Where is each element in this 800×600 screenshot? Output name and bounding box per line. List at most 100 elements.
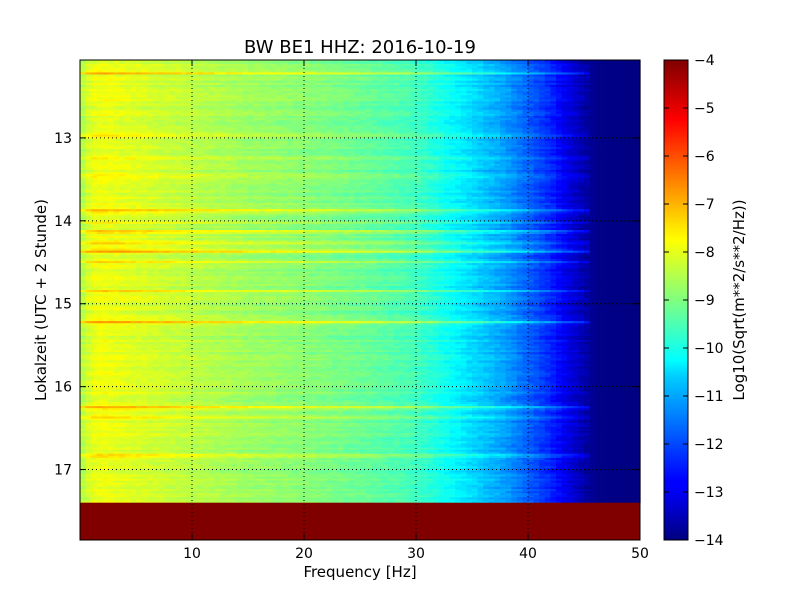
heatmap-cell: [264, 78, 271, 82]
heatmap-cell: [606, 84, 613, 88]
heatmap-cell: [488, 84, 495, 88]
heatmap-cell: [175, 62, 182, 65]
heatmap-cell: [164, 80, 171, 84]
heatmap-cell: [572, 91, 579, 94]
heatmap-cell: [343, 60, 350, 63]
heatmap-cell: [326, 93, 333, 96]
heatmap-cell: [460, 99, 467, 103]
heatmap-cell: [208, 62, 215, 65]
heatmap-cell: [365, 95, 372, 98]
heatmap-cell: [612, 84, 619, 88]
heatmap-cell: [477, 95, 484, 98]
heatmap-cell: [410, 64, 417, 67]
heatmap-cell: [186, 68, 193, 71]
heatmap-cell: [304, 78, 311, 82]
heatmap-cell: [175, 74, 182, 78]
heatmap-cell: [164, 95, 171, 98]
heatmap-cell: [500, 95, 507, 98]
heatmap-cell: [438, 86, 445, 90]
heatmap-cell: [500, 66, 507, 69]
heatmap-cell: [477, 64, 484, 67]
heatmap-cell: [522, 80, 529, 84]
heatmap-cell: [203, 95, 210, 98]
heatmap-cell: [214, 78, 221, 82]
heatmap-cell: [539, 66, 546, 69]
heatmap-cell: [124, 91, 131, 94]
heatmap-cell: [119, 80, 126, 84]
heatmap-cell: [276, 97, 283, 100]
heatmap-cell: [606, 95, 613, 98]
heatmap-cell: [348, 64, 355, 67]
heatmap-cell: [298, 91, 305, 94]
heatmap-cell: [136, 66, 143, 69]
heatmap-cell: [533, 89, 540, 92]
heatmap-cell: [130, 82, 137, 86]
heatmap-cell: [259, 76, 266, 80]
heatmap-cell: [472, 68, 479, 71]
heatmap-cell: [466, 66, 473, 69]
heatmap-cell: [556, 95, 563, 98]
heatmap-cell: [304, 76, 311, 80]
heatmap-cell: [259, 78, 266, 82]
heatmap-cell: [197, 91, 204, 94]
heatmap-cell: [124, 74, 131, 78]
heatmap-cell: [169, 99, 176, 103]
heatmap-cell: [214, 66, 221, 69]
heatmap-cell: [136, 84, 143, 88]
heatmap-cell: [108, 64, 115, 67]
heatmap-cell: [348, 74, 355, 78]
heatmap-cell: [315, 64, 322, 67]
heatmap-cell: [130, 95, 137, 98]
heatmap-cell: [259, 74, 266, 78]
heatmap-cell: [236, 84, 243, 88]
heatmap-cell: [298, 62, 305, 65]
heatmap-cell: [617, 82, 624, 86]
heatmap-cell: [606, 76, 613, 80]
heatmap-cell: [136, 97, 143, 100]
heatmap-cell: [455, 68, 462, 71]
heatmap-cell: [606, 93, 613, 96]
heatmap-cell: [119, 62, 126, 65]
heatmap-cell: [421, 64, 428, 67]
heatmap-cell: [438, 70, 445, 74]
heatmap-cell: [628, 66, 635, 69]
heatmap-cell: [231, 91, 238, 94]
heatmap-cell: [561, 60, 568, 63]
heatmap-cell: [550, 66, 557, 69]
heatmap-cell: [320, 97, 327, 100]
heatmap-cell: [332, 89, 339, 92]
heatmap-cell: [315, 62, 322, 65]
heatmap-cell: [522, 86, 529, 90]
heatmap-cell: [315, 84, 322, 88]
heatmap-cell: [589, 95, 596, 98]
heatmap-cell: [544, 78, 551, 82]
heatmap-cell: [80, 80, 87, 84]
heatmap-cell: [584, 82, 591, 86]
heatmap-cell: [399, 60, 406, 63]
heatmap-cell: [348, 82, 355, 86]
heatmap-cell: [147, 99, 154, 103]
heatmap-cell: [326, 84, 333, 88]
heatmap-cell: [572, 66, 579, 69]
heatmap-cell: [108, 86, 115, 90]
heatmap-cell: [416, 76, 423, 80]
heatmap-cell: [337, 82, 344, 86]
heatmap-cell: [136, 91, 143, 94]
heatmap-cell: [141, 89, 148, 92]
heatmap-cell: [584, 68, 591, 71]
heatmap-cell: [259, 86, 266, 90]
heatmap-cell: [612, 89, 619, 92]
heatmap-cell: [343, 66, 350, 69]
heatmap-cell: [544, 66, 551, 69]
heatmap-cell: [550, 72, 557, 76]
heatmap-cell: [287, 97, 294, 100]
heatmap-cell: [208, 86, 215, 90]
heatmap-cell: [309, 70, 316, 74]
heatmap-cell: [292, 93, 299, 96]
heatmap-cell: [528, 93, 535, 96]
heatmap-cell: [169, 89, 176, 92]
heatmap-cell: [164, 62, 171, 65]
heatmap-cell: [561, 70, 568, 74]
heatmap-cell: [556, 66, 563, 69]
heatmap-cell: [404, 76, 411, 80]
